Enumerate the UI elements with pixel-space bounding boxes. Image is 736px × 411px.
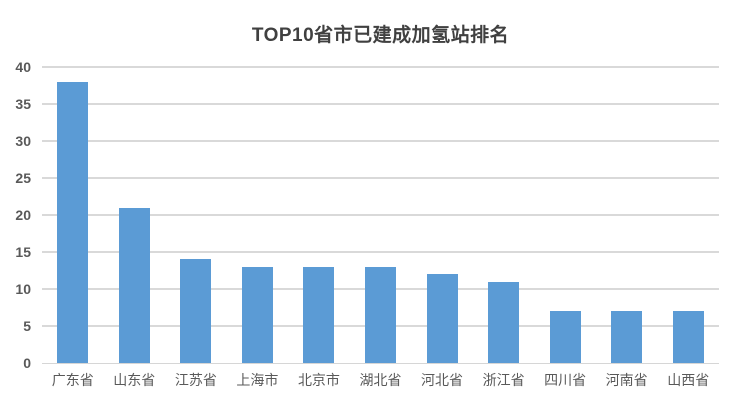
bar [426,274,458,363]
gridline [42,251,719,253]
x-category-label: 四川省 [544,372,587,388]
y-tick-label: 10 [15,281,31,297]
bar [611,311,643,363]
y-tick-label: 40 [15,59,31,75]
x-category-label: 江苏省 [174,372,217,388]
bar [303,266,335,363]
x-category-label: 上海市 [236,372,279,388]
y-tick-label: 30 [15,133,31,149]
bar [57,81,89,363]
y-tick-label: 20 [15,207,31,223]
bar [488,281,520,363]
gridline [42,214,719,216]
gridline [42,103,719,105]
x-axis-line [42,362,719,364]
y-tick-label: 35 [15,96,31,112]
bar [672,311,704,363]
x-category-label: 湖北省 [359,372,402,388]
bar [118,207,150,363]
gridline [42,177,719,179]
x-category-label: 广东省 [51,372,94,388]
bar [549,311,581,363]
y-tick-label: 25 [15,170,31,186]
y-tick-label: 0 [23,355,31,371]
gridline [42,66,719,68]
chart-title: TOP10省市已建成加氢站排名 [251,25,510,46]
x-category-label: 河北省 [421,372,464,388]
gridline [42,140,719,142]
x-category-label: 山西省 [667,372,710,388]
bar [365,266,396,363]
plot-area [42,66,719,364]
x-category-label: 浙江省 [482,372,525,388]
y-tick-label: 5 [23,318,31,334]
x-category-label: 北京市 [297,372,340,388]
bar [180,259,212,363]
x-category-label: 山东省 [113,372,156,388]
y-tick-label: 15 [15,244,31,260]
x-category-label: 河南省 [605,372,648,388]
bar [241,266,273,363]
